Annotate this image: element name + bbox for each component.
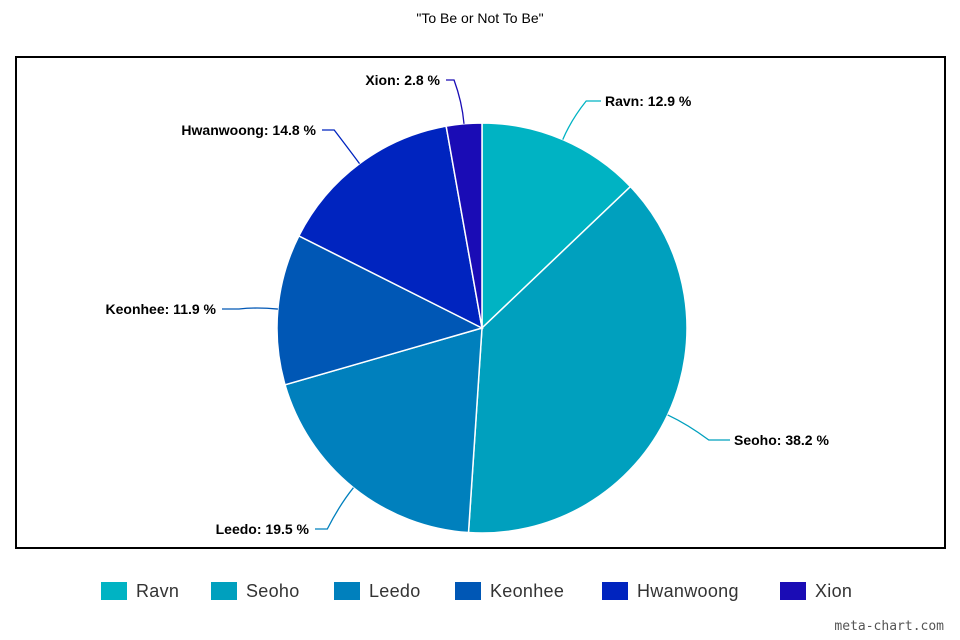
pie-slice-keonhee[interactable] <box>276 234 485 386</box>
data-label-keonhee: Keonhee: 11.9 % <box>106 301 217 317</box>
leader-line-leedo <box>315 487 354 530</box>
plot-area: Ravn: 12.9 % Seoho: 38.2 % Leedo: 19.5 % Ke… <box>15 56 946 549</box>
leader-line-seoho <box>667 414 730 441</box>
legend-label: Seoho <box>246 580 300 601</box>
legend-label: Ravn <box>136 580 180 601</box>
pie-chart: Ravn: 12.9 % Seoho: 38.2 % Leedo: 19.5 % Ke… <box>106 72 830 537</box>
pie-slice-xion[interactable] <box>445 122 483 329</box>
data-label-xion: Xion: 2.8 % <box>365 72 440 88</box>
pie-slice-ravn[interactable] <box>481 122 632 330</box>
legend-swatch <box>455 582 481 600</box>
legend-swatch <box>602 582 628 600</box>
legend-swatch <box>101 582 127 600</box>
legend: Ravn Seoho Leedo Keonhee Hwanwoong Xion <box>0 576 960 606</box>
chart-title: "To Be or Not To Be" <box>416 10 544 26</box>
legend-item-hwanwoong[interactable]: Hwanwoong <box>602 576 739 606</box>
watermark: meta-chart.com <box>834 619 944 634</box>
leader-line-xion <box>446 79 465 124</box>
legend-item-keonhee[interactable]: Keonhee <box>455 576 564 606</box>
legend-swatch <box>211 582 237 600</box>
legend-swatch <box>780 582 806 600</box>
legend-swatch <box>334 582 360 600</box>
data-label-hwanwoong: Hwanwoong: 14.8 % <box>181 122 316 138</box>
legend-label: Xion <box>815 580 853 601</box>
legend-item-leedo[interactable]: Leedo <box>334 576 421 606</box>
legend-item-seoho[interactable]: Seoho <box>211 576 300 606</box>
legend-label: Keonhee <box>490 580 565 601</box>
legend-label: Hwanwoong <box>637 580 739 601</box>
data-label-ravn: Ravn: 12.9 % <box>605 93 692 109</box>
legend-label: Leedo <box>369 580 421 601</box>
legend-item-xion[interactable]: Xion <box>780 576 852 606</box>
leader-line-hwanwoong <box>322 129 361 164</box>
data-label-seoho: Seoho: 38.2 % <box>734 432 829 448</box>
leader-line-keonhee <box>222 307 278 310</box>
leader-line-ravn <box>562 100 601 140</box>
legend-item-ravn[interactable]: Ravn <box>101 576 179 606</box>
data-label-leedo: Leedo: 19.5 % <box>216 521 310 537</box>
